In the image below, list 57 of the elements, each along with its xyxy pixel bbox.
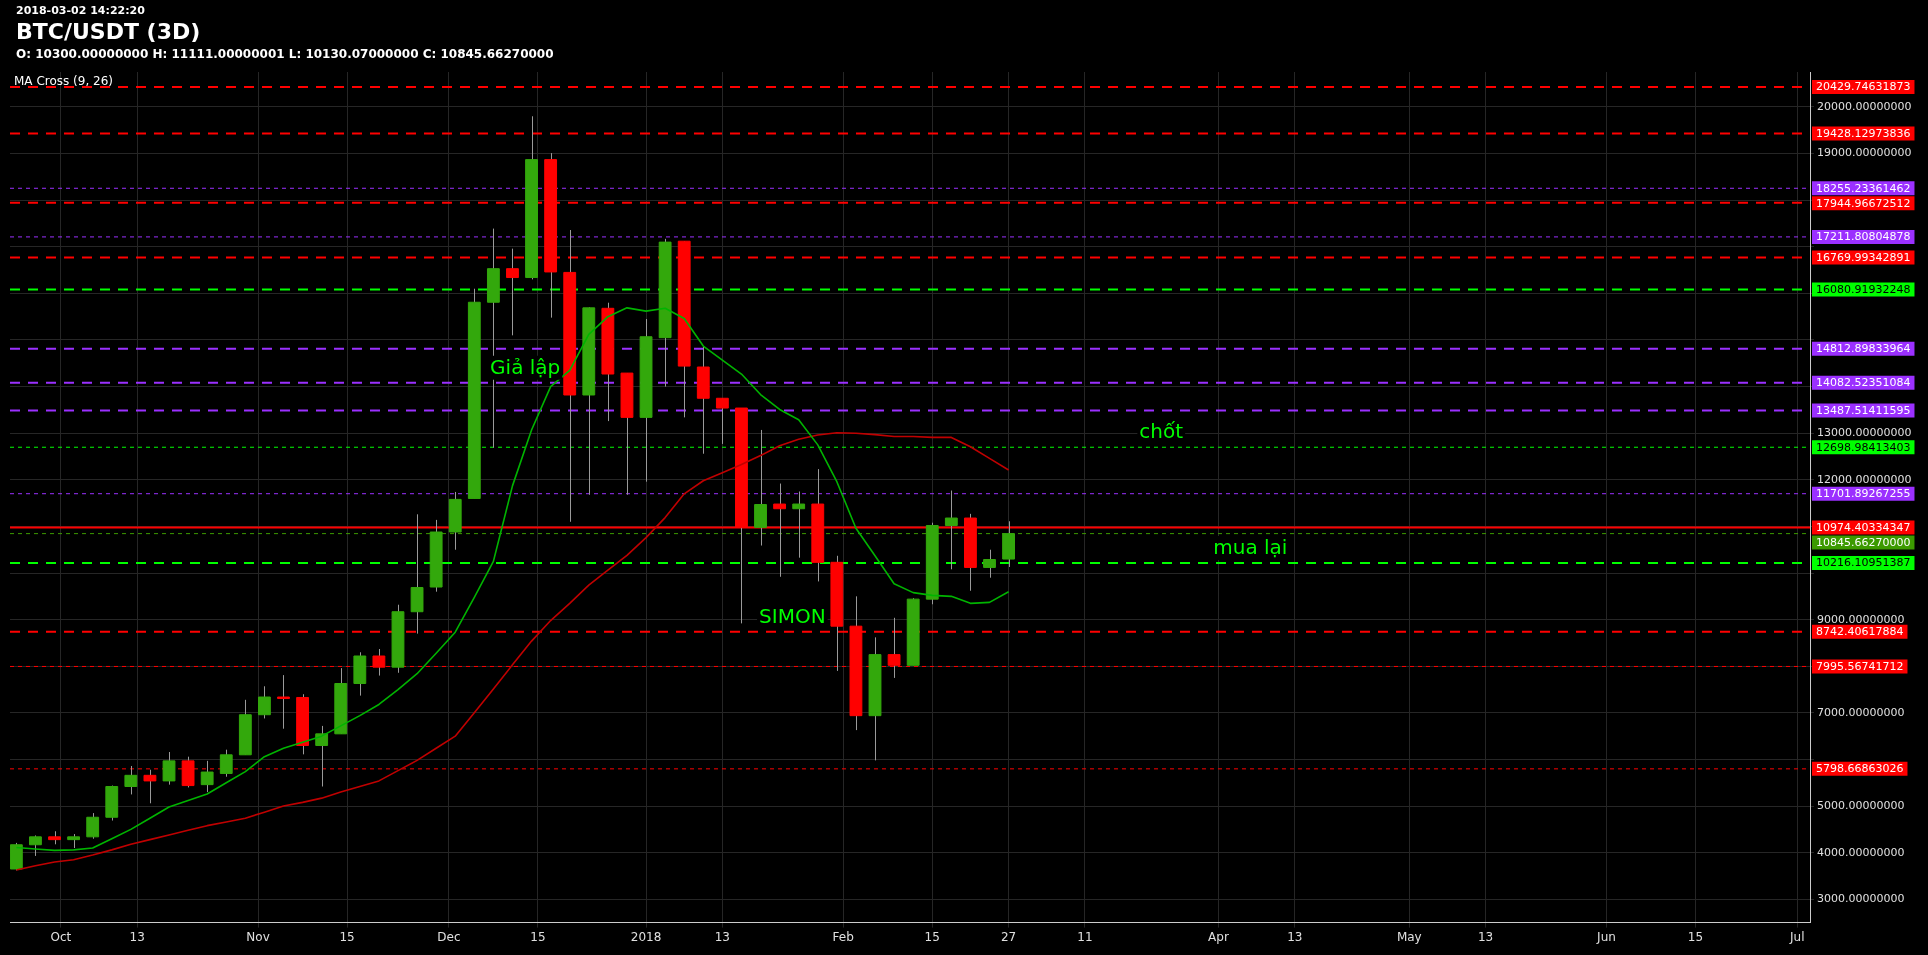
x-tick-label: 15 [924,929,940,944]
ref-line-label: 5798.66863026 [1816,762,1904,776]
ref-line-label: 19428.12973836 [1816,126,1911,140]
candlestick [219,749,233,778]
y-tick-label: 4000.00000000 [1817,845,1905,859]
x-tick-label: 2018 [630,929,662,944]
text: 2018-03-02 14:22:20 [16,4,146,18]
annotation: Giả lập [490,354,561,379]
annotation: mua lại [1213,535,1288,560]
ref-line-label: 10845.66270000 [1816,535,1911,549]
y-tick-label: 3000.00000000 [1817,892,1905,906]
x-tick-label: Dec [437,929,461,944]
candlestick [983,549,996,579]
x-tick-label: 13 [129,929,145,944]
x-tick-label: 11 [1077,929,1093,944]
x-tick-label: Nov [246,929,270,944]
ref-line-label: 7995.56741712 [1816,659,1904,673]
annotation: chốt [1139,419,1184,444]
y-tick-label: 19000.00000000 [1817,146,1912,160]
ref-line-label: 8742.40617884 [1816,625,1904,639]
y-tick-label: 7000.00000000 [1817,705,1905,719]
x-tick-label: 27 [1000,929,1017,944]
x-tick-label: 15 [1687,929,1704,944]
ref-line-label: 10974.40334347 [1816,520,1911,534]
x-tick-label: Oct [50,929,72,944]
chart-subtitle: O: 10300.00000000 H: 11111.00000001 L: 10130.07000000 C: 10845.66270000 [16,46,554,62]
ref-line-label: 13487.51411595 [1816,403,1911,417]
candlestick [754,429,767,547]
x-tick-label: May [1396,929,1422,944]
ref-line-label: 16769.99342891 [1816,250,1911,264]
ref-line-label: 20429.74631873 [1816,80,1911,94]
ref-line-label: 16080.91932248 [1816,282,1911,296]
y-tick-label: 5000.00000000 [1817,798,1905,812]
x-tick-label: Jun [1596,929,1616,944]
ref-line-label: 10216.10951387 [1816,556,1911,570]
x-tick-label: Jul [1789,929,1805,944]
ref-line-label: 11701.89267255 [1816,487,1911,501]
ref-line-label: 14812.89833964 [1816,342,1911,356]
x-tick-label: 13 [714,929,731,944]
x-tick-label: 15 [530,929,546,944]
y-tick-label: 13000.00000000 [1817,426,1912,440]
ref-line-label: 17211.80804878 [1816,230,1911,244]
annotation: SIMON [759,603,826,628]
y-tick-label: 20000.00000000 [1817,99,1912,113]
ref-line-label: 14082.52351084 [1816,376,1911,390]
x-tick-label: Feb [832,929,854,944]
annotation: MA Cross (9, 26) [14,74,113,89]
y-tick-label: 9000.00000000 [1817,612,1905,626]
x-tick-label: 15 [339,929,355,944]
ref-line-label: 17944.96672512 [1816,196,1911,210]
x-tick-label: Apr [1208,929,1229,944]
x-tick-label: 13 [1477,929,1494,944]
y-tick-label: 12000.00000000 [1817,472,1912,486]
chart-title: BTC/USDT (3D) [16,18,202,46]
ref-line-label: 18255.23361462 [1816,181,1911,195]
x-tick-label: 13 [1287,929,1303,944]
ref-line-label: 12698.98413403 [1816,440,1911,454]
